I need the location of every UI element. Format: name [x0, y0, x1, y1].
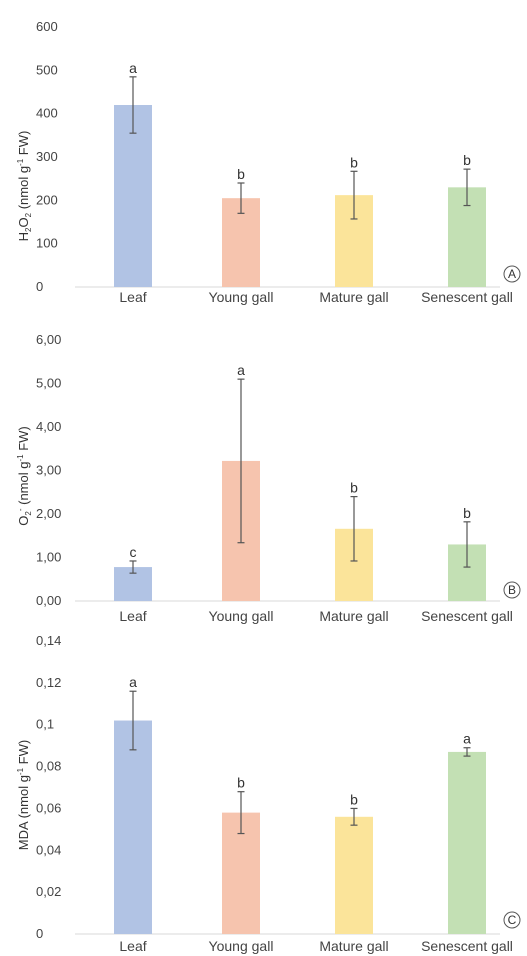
- panel-c-y-tick-label: 0,08: [36, 759, 61, 774]
- panel-b-y-axis-label: O2- (nmol g-1 FW): [16, 426, 33, 526]
- panel-a-category-label: Leaf: [119, 289, 146, 305]
- panel-c-error-bar: [237, 791, 245, 835]
- panel-b-letter: B: [508, 583, 516, 597]
- panel-a-category-label: Mature gall: [319, 289, 388, 305]
- panel-a-letter-marker: A: [503, 265, 521, 283]
- panel-c-ylabel-unit2: FW): [16, 740, 31, 768]
- panel-c-error-bar: [129, 690, 137, 751]
- panel-b-y-ticks: 0,00 1,00 2,00 3,00 4,00 5,00 6,00: [36, 332, 61, 608]
- panel-b-significance-letter: b: [350, 480, 358, 496]
- panel-c-bars: a Leaf b Young gall b Mature gall a Senescent g…: [114, 674, 513, 954]
- panel-c-y-tick-label: 0,02: [36, 884, 61, 899]
- panel-a-letter: A: [508, 267, 516, 281]
- panel-a-ylabel-sub2: 2: [24, 212, 33, 217]
- panel-a-ylabel-o: O: [16, 217, 31, 227]
- panel-b-error-bar: [237, 378, 245, 544]
- panel-b-error-bar: [350, 496, 358, 562]
- panel-a-error-bar: [463, 168, 471, 207]
- panel-a-y-tick-label: 500: [36, 62, 58, 77]
- panel-c-ylabel-sup: -1: [16, 767, 25, 775]
- panel-b-category-label: Young gall: [209, 608, 274, 624]
- panel-c-error-bar: [463, 747, 471, 757]
- panel-a-error-bar: [129, 76, 137, 134]
- panel-c-y-tick-label: 0,06: [36, 800, 61, 815]
- panel-b: 0,00 1,00 2,00 3,00 4,00 5,00 6,00 c Leaf a Young…: [16, 332, 521, 624]
- panel-b-category-label: Leaf: [119, 608, 146, 624]
- panel-c-category-label: Leaf: [119, 938, 146, 954]
- panel-c-category-label: Mature gall: [319, 938, 388, 954]
- panel-b-error-bar: [463, 521, 471, 568]
- panel-c-significance-letter: a: [463, 731, 471, 747]
- panel-b-y-tick-label: 6,00: [36, 332, 61, 347]
- panel-b-significance-letter: a: [237, 362, 245, 378]
- panel-b-significance-letter: b: [463, 505, 471, 521]
- panel-b-y-tick-label: 1,00: [36, 550, 61, 565]
- panel-b-ylabel-sup1: -: [16, 508, 25, 511]
- panel-b-category-label: Mature gall: [319, 608, 388, 624]
- panel-b-bars: c Leaf a Young gall b Mature gall b Senescent g…: [114, 362, 513, 624]
- panel-c-significance-letter: b: [350, 791, 358, 807]
- panel-b-ylabel-sub1: 2: [24, 511, 33, 516]
- panel-a-y-axis-label: H2O2 (nmol g-1 FW): [16, 131, 33, 242]
- panel-b-y-tick-label: 2,00: [36, 506, 61, 521]
- panel-b-y-tick-label: 3,00: [36, 463, 61, 478]
- panel-c-y-tick-label: 0,04: [36, 842, 61, 857]
- panel-c-letter: C: [508, 913, 517, 927]
- panel-a-y-tick-label: 200: [36, 192, 58, 207]
- panel-c-category-label: Senescent gall: [421, 938, 513, 954]
- panel-a-error-bar: [237, 182, 245, 214]
- panel-c-ylabel-main: MDA (nmol g: [16, 775, 31, 850]
- panel-b-ylabel-o: O: [16, 516, 31, 526]
- panel-c-y-axis-label: MDA (nmol g-1 FW): [16, 740, 31, 850]
- panel-a-y-tick-label: 600: [36, 19, 58, 34]
- panel-a-significance-letter: b: [350, 154, 358, 170]
- panel-a-error-bar: [350, 170, 358, 220]
- panel-c-y-ticks: 0 0,02 0,04 0,06 0,08 0,1 0,12 0,14: [36, 633, 61, 941]
- panel-c-bar: [114, 720, 152, 934]
- panel-a-ylabel-sup: -1: [16, 158, 25, 166]
- panel-a-category-label: Senescent gall: [421, 289, 513, 305]
- panel-a-category-label: Young gall: [209, 289, 274, 305]
- panel-c-category-label: Young gall: [209, 938, 274, 954]
- panel-a-significance-letter: a: [129, 60, 137, 76]
- panel-a-ylabel-unit2: FW): [16, 131, 31, 159]
- panel-b-ylabel-unit1: (nmol g: [16, 462, 31, 509]
- panel-c-error-bar: [350, 807, 358, 826]
- panel-a-y-ticks: 0 100 200 300 400 500 600: [36, 19, 58, 294]
- panel-b-error-bar: [129, 560, 137, 574]
- panel-a-bars: a Leaf b Young gall b Mature gall b Senescent g…: [114, 60, 513, 305]
- panel-c-bar: [335, 816, 373, 934]
- panel-c: 0 0,02 0,04 0,06 0,08 0,1 0,12 0,14 a Leaf b Young…: [16, 633, 521, 954]
- panel-b-significance-letter: c: [130, 544, 137, 560]
- panel-c-letter-marker: C: [503, 911, 521, 929]
- panel-b-ylabel-unit2: FW): [16, 426, 31, 454]
- panel-a-y-tick-label: 0: [36, 279, 43, 294]
- panel-c-y-tick-label: 0,12: [36, 675, 61, 690]
- panel-b-category-label: Senescent gall: [421, 608, 513, 624]
- panel-c-bar: [448, 751, 486, 934]
- panel-b-letter-marker: B: [503, 581, 521, 599]
- panel-b-y-tick-label: 0,00: [36, 593, 61, 608]
- panel-a: 0 100 200 300 400 500 600 a Leaf b Young gall b Mat…: [16, 19, 521, 305]
- panel-c-y-tick-label: 0: [36, 926, 43, 941]
- panel-c-significance-letter: a: [129, 674, 137, 690]
- panel-a-y-tick-label: 300: [36, 149, 58, 164]
- panel-b-ylabel-sup: -1: [16, 454, 25, 462]
- panel-a-y-tick-label: 400: [36, 106, 58, 121]
- panel-b-y-tick-label: 5,00: [36, 376, 61, 391]
- panel-a-ylabel-sub1: 2: [24, 227, 33, 232]
- panel-a-bar: [114, 105, 152, 287]
- panel-a-ylabel-h: H: [16, 232, 31, 241]
- panel-a-ylabel-unit1: (nmol g: [16, 166, 31, 213]
- panel-c-significance-letter: b: [237, 775, 245, 791]
- panel-c-y-tick-label: 0,1: [36, 717, 54, 732]
- panel-a-significance-letter: b: [463, 152, 471, 168]
- panel-c-y-tick-label: 0,14: [36, 633, 61, 648]
- panel-a-y-tick-label: 100: [36, 236, 58, 251]
- panel-b-y-tick-label: 4,00: [36, 419, 61, 434]
- panel-a-significance-letter: b: [237, 166, 245, 182]
